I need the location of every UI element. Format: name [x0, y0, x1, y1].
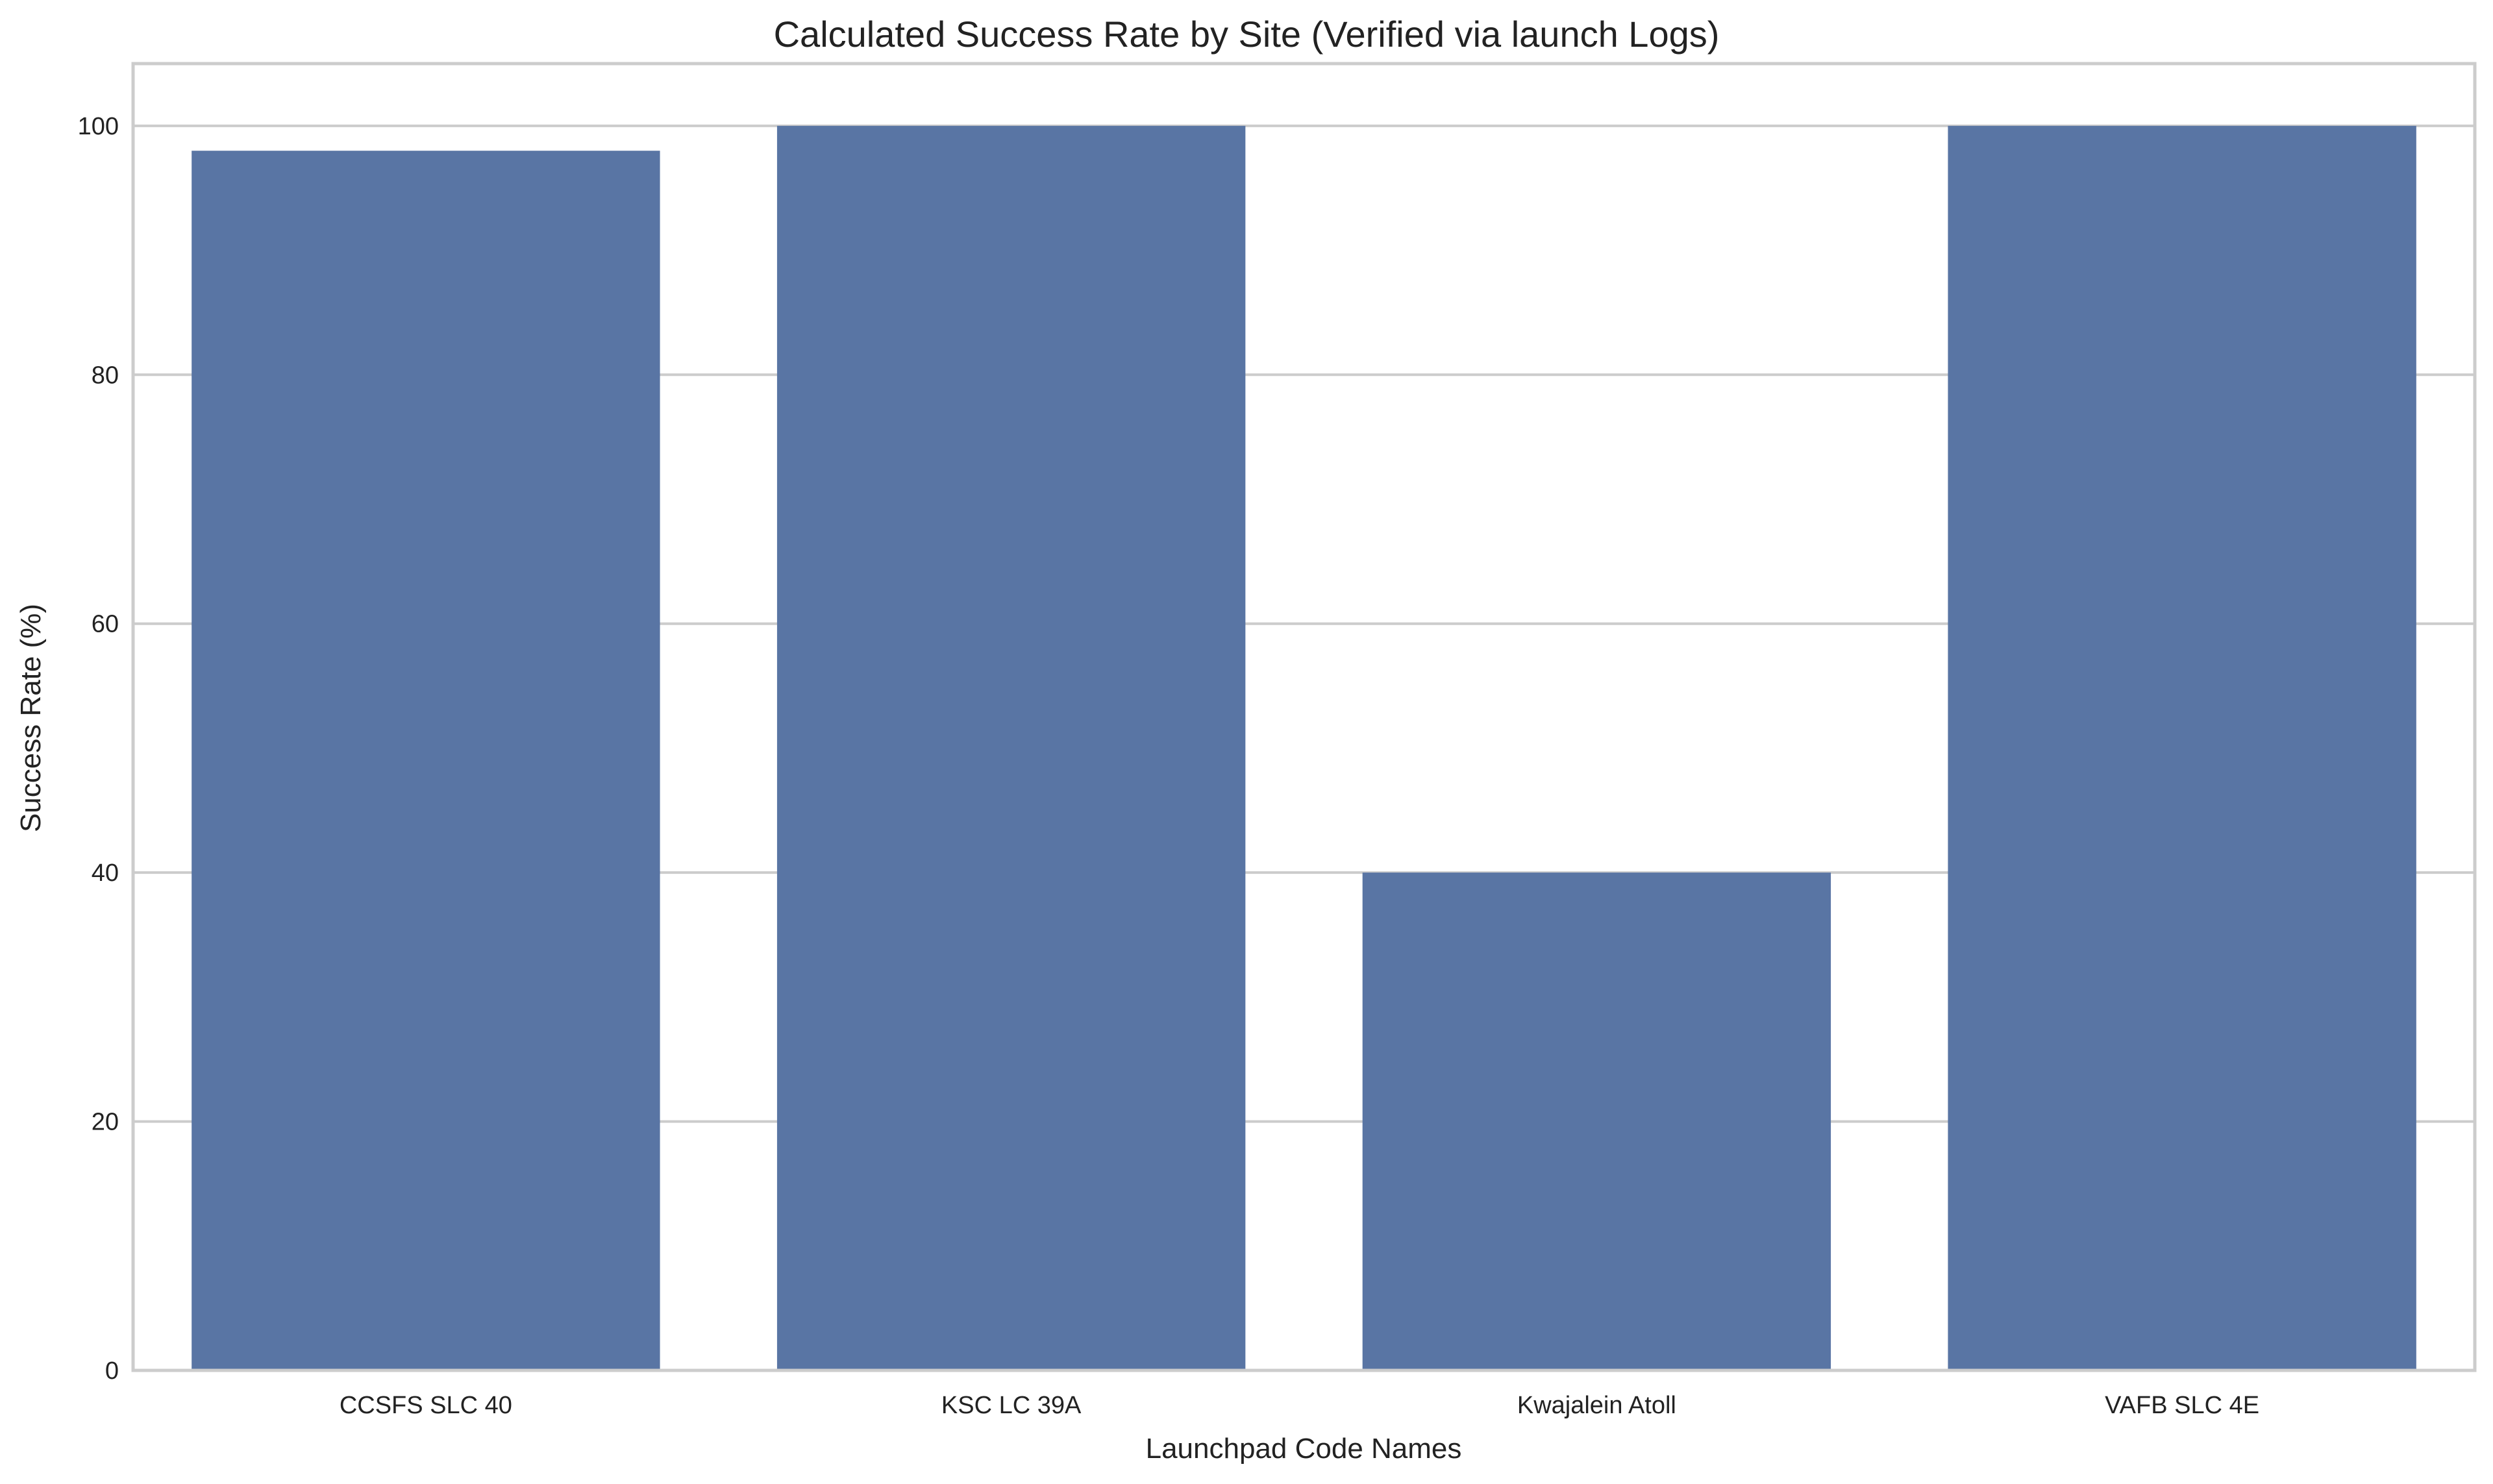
x-axis-ticks: CCSFS SLC 40 KSC LC 39A Kwajalein Atoll VAF… [340, 1392, 2259, 1419]
y-tick-label: 20 [92, 1109, 119, 1136]
y-tick-label: 80 [92, 362, 119, 389]
y-tick-label: 40 [92, 859, 119, 887]
bar [192, 151, 660, 1371]
y-axis-ticks: 0 20 40 60 80 100 [78, 113, 119, 1385]
y-tick-label: 0 [105, 1357, 119, 1385]
x-tick-label: KSC LC 39A [941, 1392, 1082, 1419]
bar [1362, 872, 1831, 1370]
x-tick-label: VAFB SLC 4E [2105, 1392, 2259, 1419]
y-tick-label: 60 [92, 611, 119, 638]
x-axis-label: Launchpad Code Names [1146, 1433, 1462, 1465]
bars [192, 125, 2416, 1371]
chart-title: Calculated Success Rate by Site (Verifie… [774, 14, 1720, 55]
y-axis-label: Success Rate (%) [15, 604, 47, 832]
bar [776, 125, 1246, 1370]
bar [1948, 125, 2416, 1370]
plot-frame [131, 62, 2477, 1372]
x-tick-label: Kwajalein Atoll [1517, 1392, 1676, 1419]
x-tick-label: CCSFS SLC 40 [340, 1392, 512, 1419]
y-tick-label: 100 [78, 113, 119, 140]
